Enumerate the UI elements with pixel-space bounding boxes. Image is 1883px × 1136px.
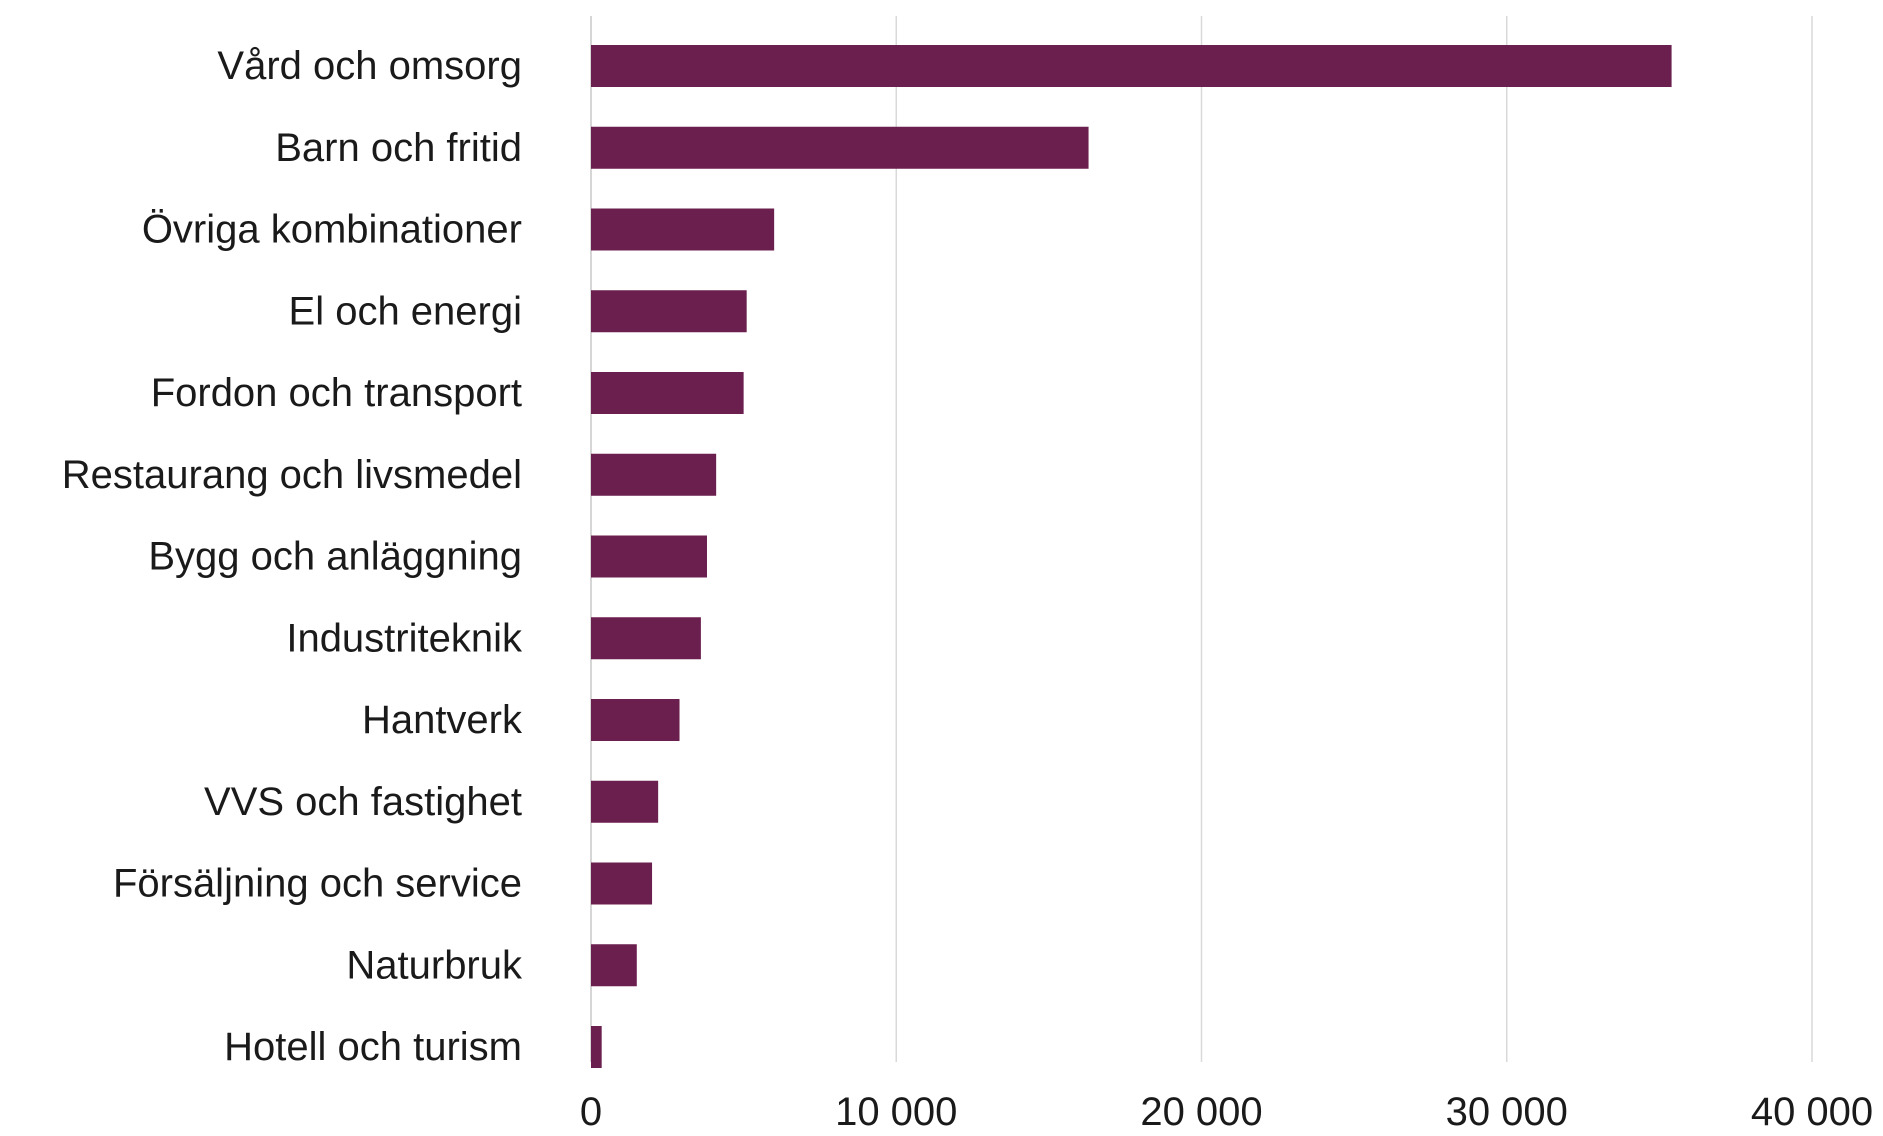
bar [591, 862, 653, 905]
bar [591, 780, 659, 823]
x-tick-label: 40 000 [1751, 1090, 1873, 1134]
bar [591, 208, 775, 251]
bar [591, 45, 1672, 87]
category-label: Naturbruk [346, 943, 523, 987]
category-label: Hotell och turism [224, 1025, 522, 1069]
category-label: Fordon och transport [151, 371, 522, 415]
bar [591, 453, 717, 496]
x-tick-label: 20 000 [1140, 1090, 1262, 1134]
x-tick-labels: 0 10 000 20 000 30 000 40 000 [580, 1090, 1873, 1134]
x-tick-label: 30 000 [1446, 1090, 1568, 1134]
bar [591, 126, 1089, 169]
category-label: Hantverk [362, 698, 523, 742]
category-label: Övriga kombinationer [142, 208, 522, 252]
category-label: Restaurang och livsmedel [62, 453, 522, 497]
bar [591, 944, 637, 987]
category-label: Barn och fritid [275, 126, 522, 170]
bar [591, 290, 747, 333]
grid-layer [590, 16, 1813, 1062]
x-tick-label: 10 000 [835, 1090, 957, 1134]
category-label: Vård och omsorg [217, 44, 522, 88]
category-labels: Vård och omsorg Barn och fritid Övriga kom… [62, 44, 523, 1069]
category-label: Industriteknik [286, 616, 523, 660]
bar [591, 535, 707, 578]
bar [591, 1026, 602, 1068]
bar [591, 617, 701, 660]
category-label: VVS och fastighet [204, 780, 522, 824]
category-label: Försäljning och service [113, 862, 522, 906]
category-label: Bygg och anläggning [148, 535, 522, 579]
bars-layer [591, 45, 1672, 1068]
bar [591, 372, 744, 414]
x-tick-label: 0 [580, 1090, 602, 1134]
bar [591, 699, 680, 741]
category-label: El och energi [289, 289, 522, 333]
